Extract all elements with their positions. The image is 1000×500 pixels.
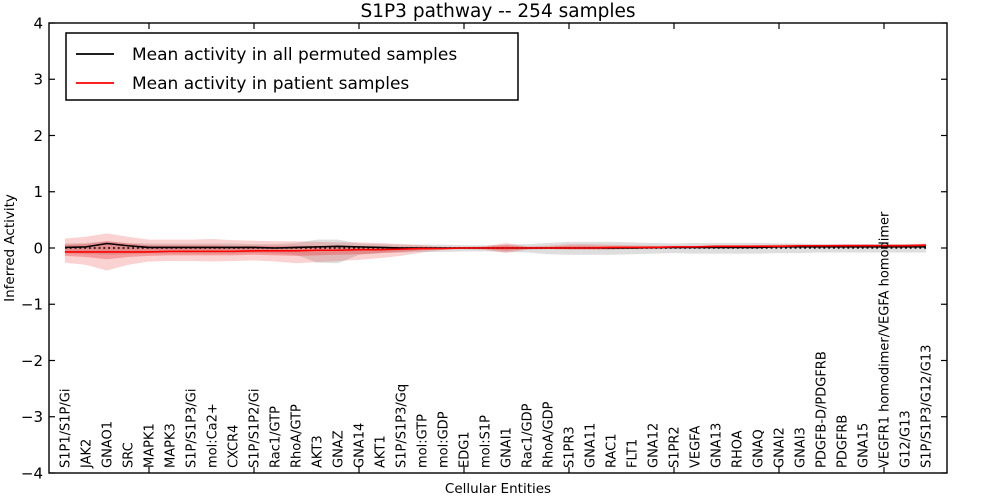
x-tick-label: GNAI3 xyxy=(794,427,809,468)
y-tick-label: −3 xyxy=(21,408,43,426)
x-tick-label: GNA14 xyxy=(353,423,368,468)
x-axis-label: Cellular Entities xyxy=(445,481,551,497)
chart-title: S1P3 pathway -- 254 samples xyxy=(361,1,636,22)
x-tick-label: GNAZ xyxy=(332,430,347,468)
x-tick-label: MAPK3 xyxy=(164,423,179,468)
x-tick-label: AKT3 xyxy=(311,435,326,468)
y-tick-labels: 4 3 2 1 0 −1 −2 −3 −4 xyxy=(21,14,43,482)
x-tick-label: mol:S1P xyxy=(479,415,494,468)
y-tick-label: 1 xyxy=(33,183,43,201)
x-tick-label: Rac1/GTP xyxy=(269,406,284,468)
bands-layer xyxy=(65,233,926,271)
y-tick-label: 2 xyxy=(33,127,43,145)
patient-mean-line xyxy=(65,244,927,253)
x-tick-label: GNAI2 xyxy=(773,427,788,468)
y-tick-label: 0 xyxy=(33,239,43,257)
x-tick-label: EDG1 xyxy=(458,431,473,468)
x-tick-label: JAK2 xyxy=(80,439,95,469)
x-tick-label: S1PR3 xyxy=(563,426,578,468)
y-axis-label: Inferred Activity xyxy=(2,194,18,302)
x-tick-label: mol:GDP xyxy=(437,411,452,468)
x-tick-label: mol:GTP xyxy=(416,414,431,468)
x-tick-label: G12/G13 xyxy=(899,410,914,468)
x-tick-label: S1P/S1P3/G12/G13 xyxy=(920,345,935,468)
x-tick-label: S1P/S1P3/Gq xyxy=(395,384,410,468)
x-tick-label: GNA11 xyxy=(584,423,599,468)
legend: Mean activity in all permuted samples Me… xyxy=(65,32,519,101)
x-tick-label: S1P1/S1P/Gi xyxy=(59,389,74,468)
y-tick-label: 3 xyxy=(33,71,43,89)
x-tick-label: VEGFA xyxy=(689,426,704,468)
x-tick-label: RhoA/GDP xyxy=(542,401,557,468)
x-tick-label: mol:Ca2+ xyxy=(206,403,221,468)
legend-box xyxy=(65,32,519,101)
x-tick-label: GNA12 xyxy=(647,423,662,468)
band-polygon xyxy=(65,241,926,260)
x-tick-label: AKT1 xyxy=(374,435,389,468)
x-tick-label: RhoA/GTP xyxy=(290,404,305,468)
x-tick-label: GNA13 xyxy=(710,423,725,468)
y-tick-label: −1 xyxy=(21,296,43,314)
y-tick-label: 4 xyxy=(33,14,43,32)
legend-label-permuted: Mean activity in all permuted samples xyxy=(132,45,457,65)
x-tick-label: PDGFB-D/PDGFRB xyxy=(815,351,830,468)
ticks-layer xyxy=(49,22,947,474)
x-tick-label: S1P/S1P3/Gi xyxy=(185,389,200,468)
x-tick-label: FLT1 xyxy=(626,439,641,468)
x-tick-label: VEGFR1 homodimer/VEGFA homodimer xyxy=(878,211,893,468)
x-tick-labels: S1P1/S1P/Gi JAK2 GNAO1 SRC MAPK1 MAPK3 S1P/S1P… xyxy=(59,211,935,469)
series-layer xyxy=(64,242,927,253)
legend-label-patient: Mean activity in patient samples xyxy=(132,74,409,94)
y-tick-label: −2 xyxy=(21,352,43,370)
x-tick-label: PDGFRB xyxy=(836,415,851,468)
x-tick-label: GNAQ xyxy=(752,429,767,468)
x-tick-label: MAPK1 xyxy=(143,423,158,468)
plot-area: S1P1/S1P/Gi JAK2 GNAO1 SRC MAPK1 MAPK3 S1P/S1P… xyxy=(21,14,948,482)
y-tick-label: −4 xyxy=(21,464,43,482)
x-tick-label: Rac1/GDP xyxy=(521,403,536,468)
x-tick-label: CXCR4 xyxy=(227,425,242,468)
x-tick-label: GNAO1 xyxy=(101,421,116,468)
band-polygon xyxy=(65,233,926,271)
x-tick-label: RAC1 xyxy=(605,433,620,468)
x-tick-label: S1P/S1P2/Gi xyxy=(248,389,263,468)
band-polygon xyxy=(65,239,926,264)
x-tick-label: GNA15 xyxy=(857,423,872,468)
x-tick-label: SRC xyxy=(122,442,137,468)
x-tick-label: S1PR2 xyxy=(668,426,683,468)
x-tick-label: GNAI1 xyxy=(500,427,515,468)
x-tick-label: RHOA xyxy=(731,430,746,468)
